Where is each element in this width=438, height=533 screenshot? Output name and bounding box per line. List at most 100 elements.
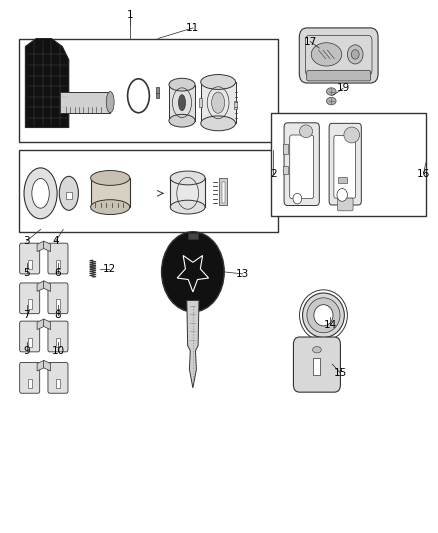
Bar bbox=[223, 182, 225, 203]
Bar bbox=[234, 101, 237, 109]
FancyBboxPatch shape bbox=[329, 123, 361, 205]
Text: 8: 8 bbox=[55, 310, 61, 320]
Bar bbox=[201, 82, 236, 123]
Ellipse shape bbox=[170, 171, 205, 185]
Bar bbox=[271, 113, 426, 216]
Text: 13: 13 bbox=[237, 269, 250, 279]
Polygon shape bbox=[44, 319, 50, 329]
FancyBboxPatch shape bbox=[48, 243, 68, 274]
FancyBboxPatch shape bbox=[20, 321, 40, 352]
Bar bbox=[56, 260, 60, 269]
Text: 9: 9 bbox=[23, 346, 30, 357]
FancyBboxPatch shape bbox=[48, 362, 68, 393]
FancyBboxPatch shape bbox=[293, 337, 340, 392]
Ellipse shape bbox=[212, 92, 225, 114]
Ellipse shape bbox=[313, 346, 321, 353]
Polygon shape bbox=[187, 301, 199, 388]
Ellipse shape bbox=[311, 43, 342, 66]
Text: 7: 7 bbox=[23, 310, 30, 320]
Polygon shape bbox=[44, 281, 50, 292]
Ellipse shape bbox=[179, 95, 185, 111]
Bar bbox=[338, 177, 347, 183]
Bar bbox=[170, 178, 205, 207]
Text: 17: 17 bbox=[304, 37, 317, 47]
FancyBboxPatch shape bbox=[48, 283, 68, 314]
Ellipse shape bbox=[351, 50, 359, 59]
Polygon shape bbox=[37, 360, 44, 371]
Bar bbox=[28, 260, 32, 269]
FancyBboxPatch shape bbox=[20, 283, 40, 314]
Bar bbox=[187, 233, 198, 239]
Text: 2: 2 bbox=[270, 169, 277, 179]
FancyBboxPatch shape bbox=[334, 135, 356, 198]
Text: 12: 12 bbox=[102, 264, 116, 273]
Ellipse shape bbox=[337, 189, 347, 201]
Ellipse shape bbox=[59, 176, 78, 211]
Ellipse shape bbox=[169, 114, 195, 127]
Bar bbox=[91, 178, 130, 207]
Ellipse shape bbox=[300, 125, 313, 138]
Bar bbox=[156, 93, 159, 99]
Bar bbox=[28, 300, 32, 309]
Ellipse shape bbox=[32, 179, 49, 208]
Bar bbox=[28, 379, 32, 389]
FancyBboxPatch shape bbox=[48, 321, 68, 352]
Polygon shape bbox=[37, 281, 44, 292]
Bar bbox=[19, 38, 278, 142]
Ellipse shape bbox=[344, 127, 360, 143]
Ellipse shape bbox=[347, 45, 363, 64]
FancyBboxPatch shape bbox=[337, 198, 353, 211]
Bar bbox=[198, 98, 202, 108]
FancyBboxPatch shape bbox=[307, 70, 371, 81]
Bar bbox=[56, 337, 60, 347]
FancyBboxPatch shape bbox=[20, 362, 40, 393]
Bar bbox=[283, 144, 288, 154]
Text: 19: 19 bbox=[336, 83, 350, 93]
Ellipse shape bbox=[106, 92, 114, 113]
Text: 6: 6 bbox=[55, 268, 61, 278]
Text: 15: 15 bbox=[333, 368, 346, 377]
Text: 16: 16 bbox=[417, 169, 430, 179]
Text: 1: 1 bbox=[127, 10, 133, 20]
Ellipse shape bbox=[293, 193, 302, 204]
Ellipse shape bbox=[24, 168, 57, 219]
Bar bbox=[28, 337, 32, 347]
Ellipse shape bbox=[303, 293, 344, 337]
Ellipse shape bbox=[307, 298, 340, 333]
Text: 14: 14 bbox=[323, 320, 337, 330]
Bar bbox=[56, 379, 60, 389]
Ellipse shape bbox=[201, 75, 236, 90]
Bar bbox=[169, 85, 195, 120]
Ellipse shape bbox=[326, 88, 336, 95]
Ellipse shape bbox=[162, 232, 224, 312]
Text: 4: 4 bbox=[53, 236, 59, 246]
Bar bbox=[156, 87, 159, 93]
Polygon shape bbox=[44, 360, 50, 371]
Text: 10: 10 bbox=[51, 346, 64, 357]
Text: 3: 3 bbox=[23, 236, 30, 246]
Ellipse shape bbox=[326, 98, 336, 105]
FancyBboxPatch shape bbox=[284, 123, 319, 206]
Ellipse shape bbox=[314, 305, 333, 326]
Ellipse shape bbox=[91, 200, 130, 215]
Polygon shape bbox=[37, 241, 44, 252]
Bar bbox=[66, 192, 72, 199]
Bar bbox=[283, 166, 288, 174]
Bar bbox=[56, 300, 60, 309]
FancyBboxPatch shape bbox=[299, 28, 378, 83]
Text: 11: 11 bbox=[186, 23, 200, 33]
Polygon shape bbox=[25, 38, 69, 127]
Polygon shape bbox=[37, 319, 44, 329]
FancyBboxPatch shape bbox=[20, 243, 40, 274]
Ellipse shape bbox=[91, 171, 130, 185]
Ellipse shape bbox=[169, 78, 195, 91]
FancyBboxPatch shape bbox=[290, 135, 314, 199]
Bar bbox=[60, 92, 110, 113]
Bar bbox=[314, 358, 321, 375]
Bar bbox=[219, 179, 227, 205]
Text: 5: 5 bbox=[23, 268, 30, 278]
Ellipse shape bbox=[201, 116, 236, 131]
Ellipse shape bbox=[170, 200, 205, 214]
Polygon shape bbox=[44, 241, 50, 252]
Bar bbox=[19, 150, 278, 232]
